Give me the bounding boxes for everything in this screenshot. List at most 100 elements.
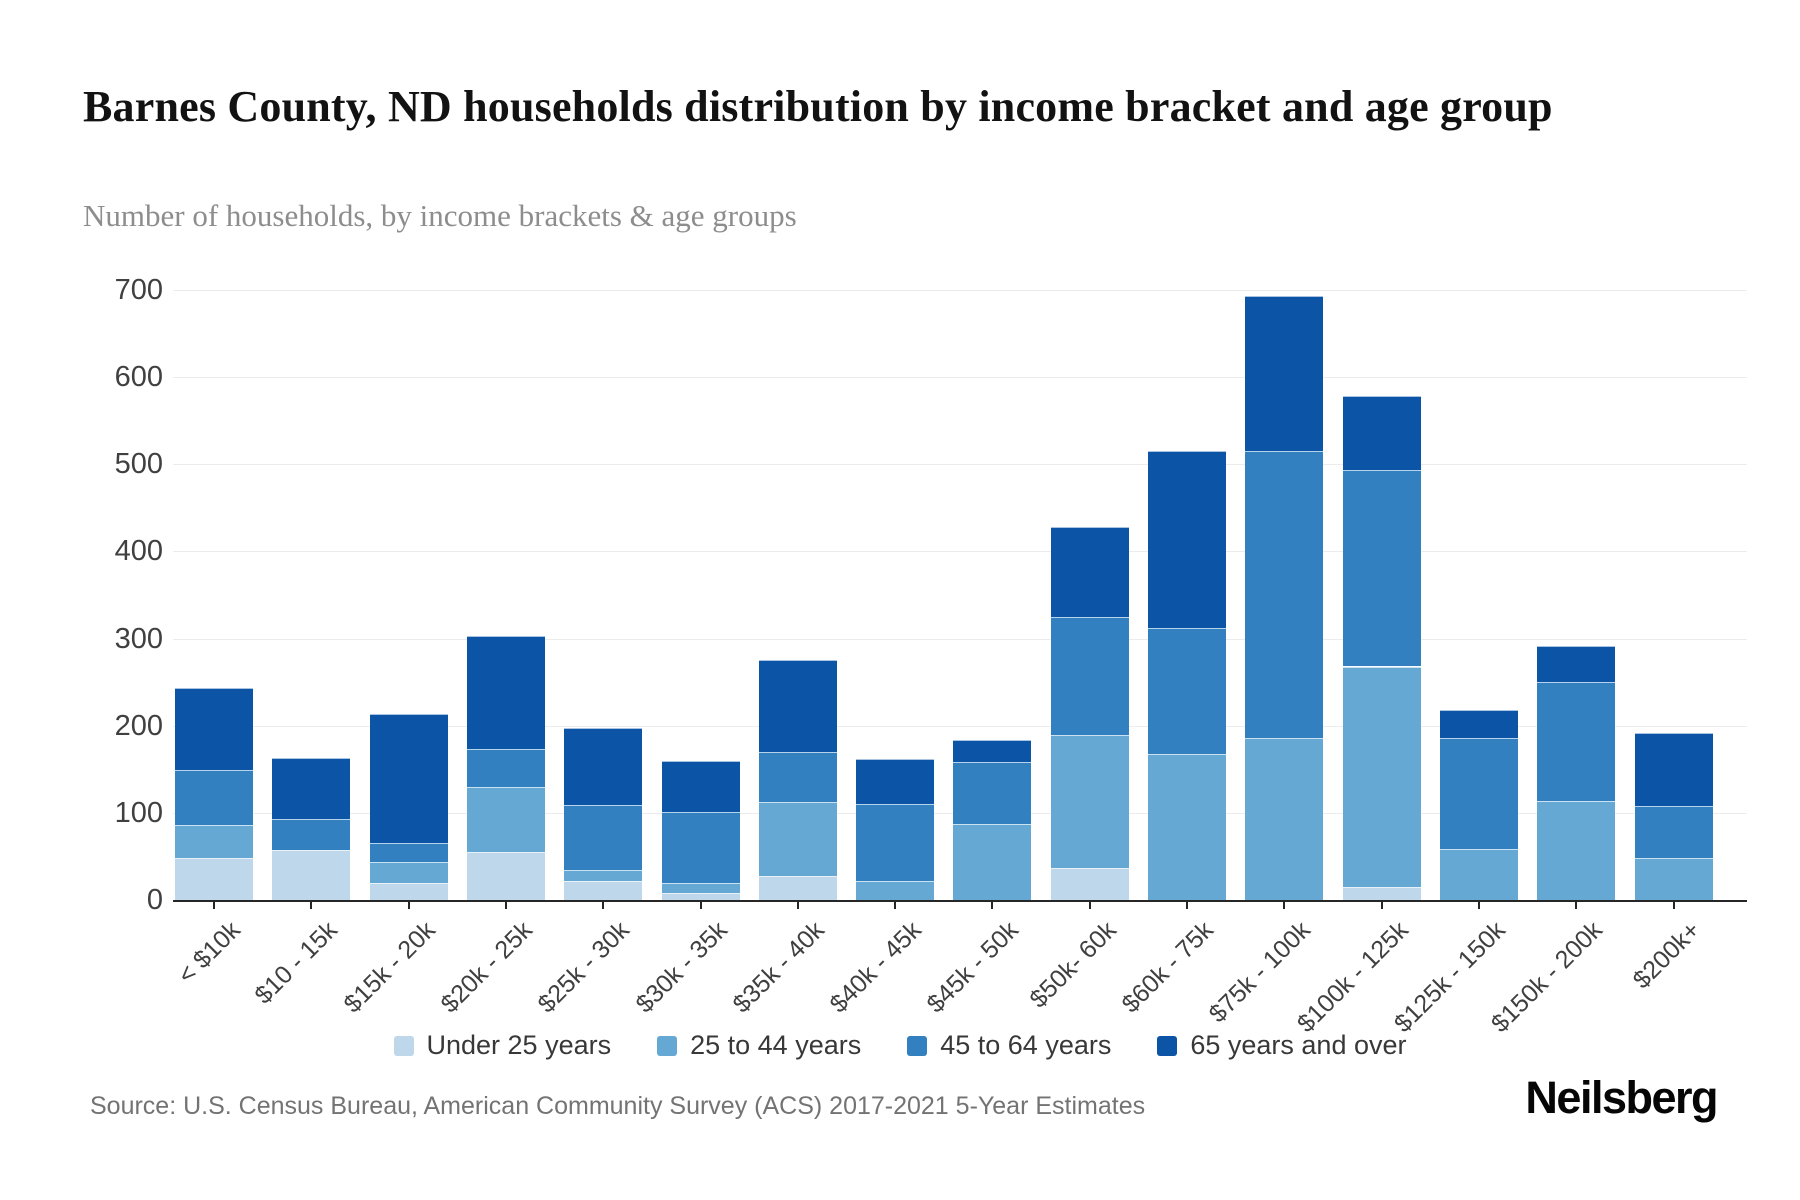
bar-segment[interactable] [953,824,1032,900]
bar-segment[interactable] [1439,710,1518,738]
bar-segment[interactable] [175,825,253,859]
bar-segment[interactable] [661,812,740,883]
bar-segment[interactable] [1245,296,1324,452]
legend-label: Under 25 years [426,1030,612,1060]
bar-segment[interactable] [758,802,837,876]
bar-segment[interactable] [856,758,935,805]
bar-segment[interactable] [1537,646,1616,683]
bar-segment[interactable] [564,805,643,871]
bar-segment[interactable] [175,688,253,771]
y-axis-tick-label: 0 [146,884,163,916]
y-gridline [173,464,1747,465]
y-axis-tick-label: 500 [114,448,163,480]
bar-segment[interactable] [1245,737,1324,900]
bar-segment[interactable] [1537,800,1616,900]
bar-segment[interactable] [1050,735,1129,868]
bar-segment[interactable] [856,880,935,900]
bar-segment[interactable] [758,660,837,752]
bar-segment[interactable] [369,713,448,844]
bar-segment[interactable] [661,761,740,812]
y-gridline [173,639,1747,640]
bar-segment[interactable] [564,870,643,881]
bar-segment[interactable] [564,880,643,900]
bar-segment[interactable] [953,762,1032,825]
bar-segment[interactable] [369,861,448,884]
legend-label: 45 to 64 years [940,1030,1112,1060]
y-gridline [173,290,1747,291]
legend-label: 65 years and over [1190,1030,1407,1060]
x-axis-line [173,900,1747,902]
legend-swatch-icon [1157,1035,1178,1056]
bar-segment[interactable] [1342,886,1421,900]
bar-segment[interactable] [1439,737,1518,849]
x-axis-tick [310,902,313,909]
bar-segment[interactable] [661,882,740,894]
bar-segment[interactable] [1148,753,1226,900]
x-axis-tick [504,902,507,909]
y-gridline [173,377,1747,378]
bar-segment[interactable] [1342,470,1421,667]
bar-segment[interactable] [175,858,253,900]
bar-segment[interactable] [1342,396,1421,471]
bar-segment[interactable] [1537,682,1616,801]
bar-segment[interactable] [175,770,253,826]
bar-segment[interactable] [1050,867,1129,900]
bar-segment[interactable] [758,751,837,803]
x-axis-tick [1477,902,1480,909]
bar-segment[interactable] [856,804,935,881]
x-axis-tick [894,902,897,909]
bar-segment[interactable] [272,758,351,819]
x-axis-tick [213,902,215,909]
legend-item[interactable]: 65 years and over [1157,1030,1407,1061]
x-axis-tick [991,902,994,909]
y-axis-tick-label: 700 [114,274,163,306]
bar-segment[interactable] [758,875,837,900]
bar-segment[interactable] [466,852,545,900]
bar-segment[interactable] [466,636,545,750]
x-axis-tick [699,902,702,909]
legend-item[interactable]: 45 to 64 years [907,1030,1111,1061]
x-axis-tick [1088,902,1091,909]
bar-segment[interactable] [564,728,643,805]
bar-segment[interactable] [1050,616,1129,736]
bar-segment[interactable] [1634,805,1713,859]
x-axis-tick [1283,902,1286,909]
bar-segment[interactable] [1342,666,1421,887]
bar-segment[interactable] [272,819,351,851]
bar-segment[interactable] [272,850,351,900]
bar-segment[interactable] [1148,451,1226,629]
y-axis-tick-label: 300 [114,623,163,655]
bar-segment[interactable] [369,883,448,900]
bar-segment[interactable] [1050,527,1129,617]
bar-segment[interactable] [369,843,448,862]
bar-segment[interactable] [1148,628,1226,754]
legend-item[interactable]: 25 to 44 years [657,1030,861,1061]
legend-label: 25 to 44 years [690,1030,862,1060]
x-axis-tick [1672,902,1675,909]
legend-swatch-icon [393,1035,414,1056]
bar-segment[interactable] [661,893,740,900]
y-gridline [173,551,1747,552]
bar-segment[interactable] [1634,858,1713,900]
legend-item[interactable]: Under 25 years [393,1030,612,1061]
legend-swatch-icon [907,1035,928,1056]
legend-swatch-icon [657,1035,678,1056]
x-axis-tick [602,902,605,909]
y-axis-tick-label: 400 [114,535,163,567]
bar-segment[interactable] [1634,732,1713,806]
source-note: Source: U.S. Census Bureau, American Com… [90,1092,1146,1120]
x-axis-tick [796,902,799,909]
chart-legend: Under 25 years 25 to 44 years 45 to 64 yea… [0,1030,1800,1061]
bar-segment[interactable] [1439,848,1518,900]
y-axis-tick-label: 200 [114,710,163,742]
page-subtitle: Number of households, by income brackets… [83,198,797,233]
neilsberg-logo: Neilsberg [1525,1072,1718,1123]
bar-segment[interactable] [1245,451,1324,738]
y-gridline [173,726,1747,727]
bar-segment[interactable] [953,739,1032,763]
bar-segment[interactable] [466,786,545,853]
x-axis-tick [1186,902,1188,909]
x-axis-tick [1575,902,1578,909]
bar-segment[interactable] [466,749,545,787]
x-axis-tick [1380,902,1383,909]
